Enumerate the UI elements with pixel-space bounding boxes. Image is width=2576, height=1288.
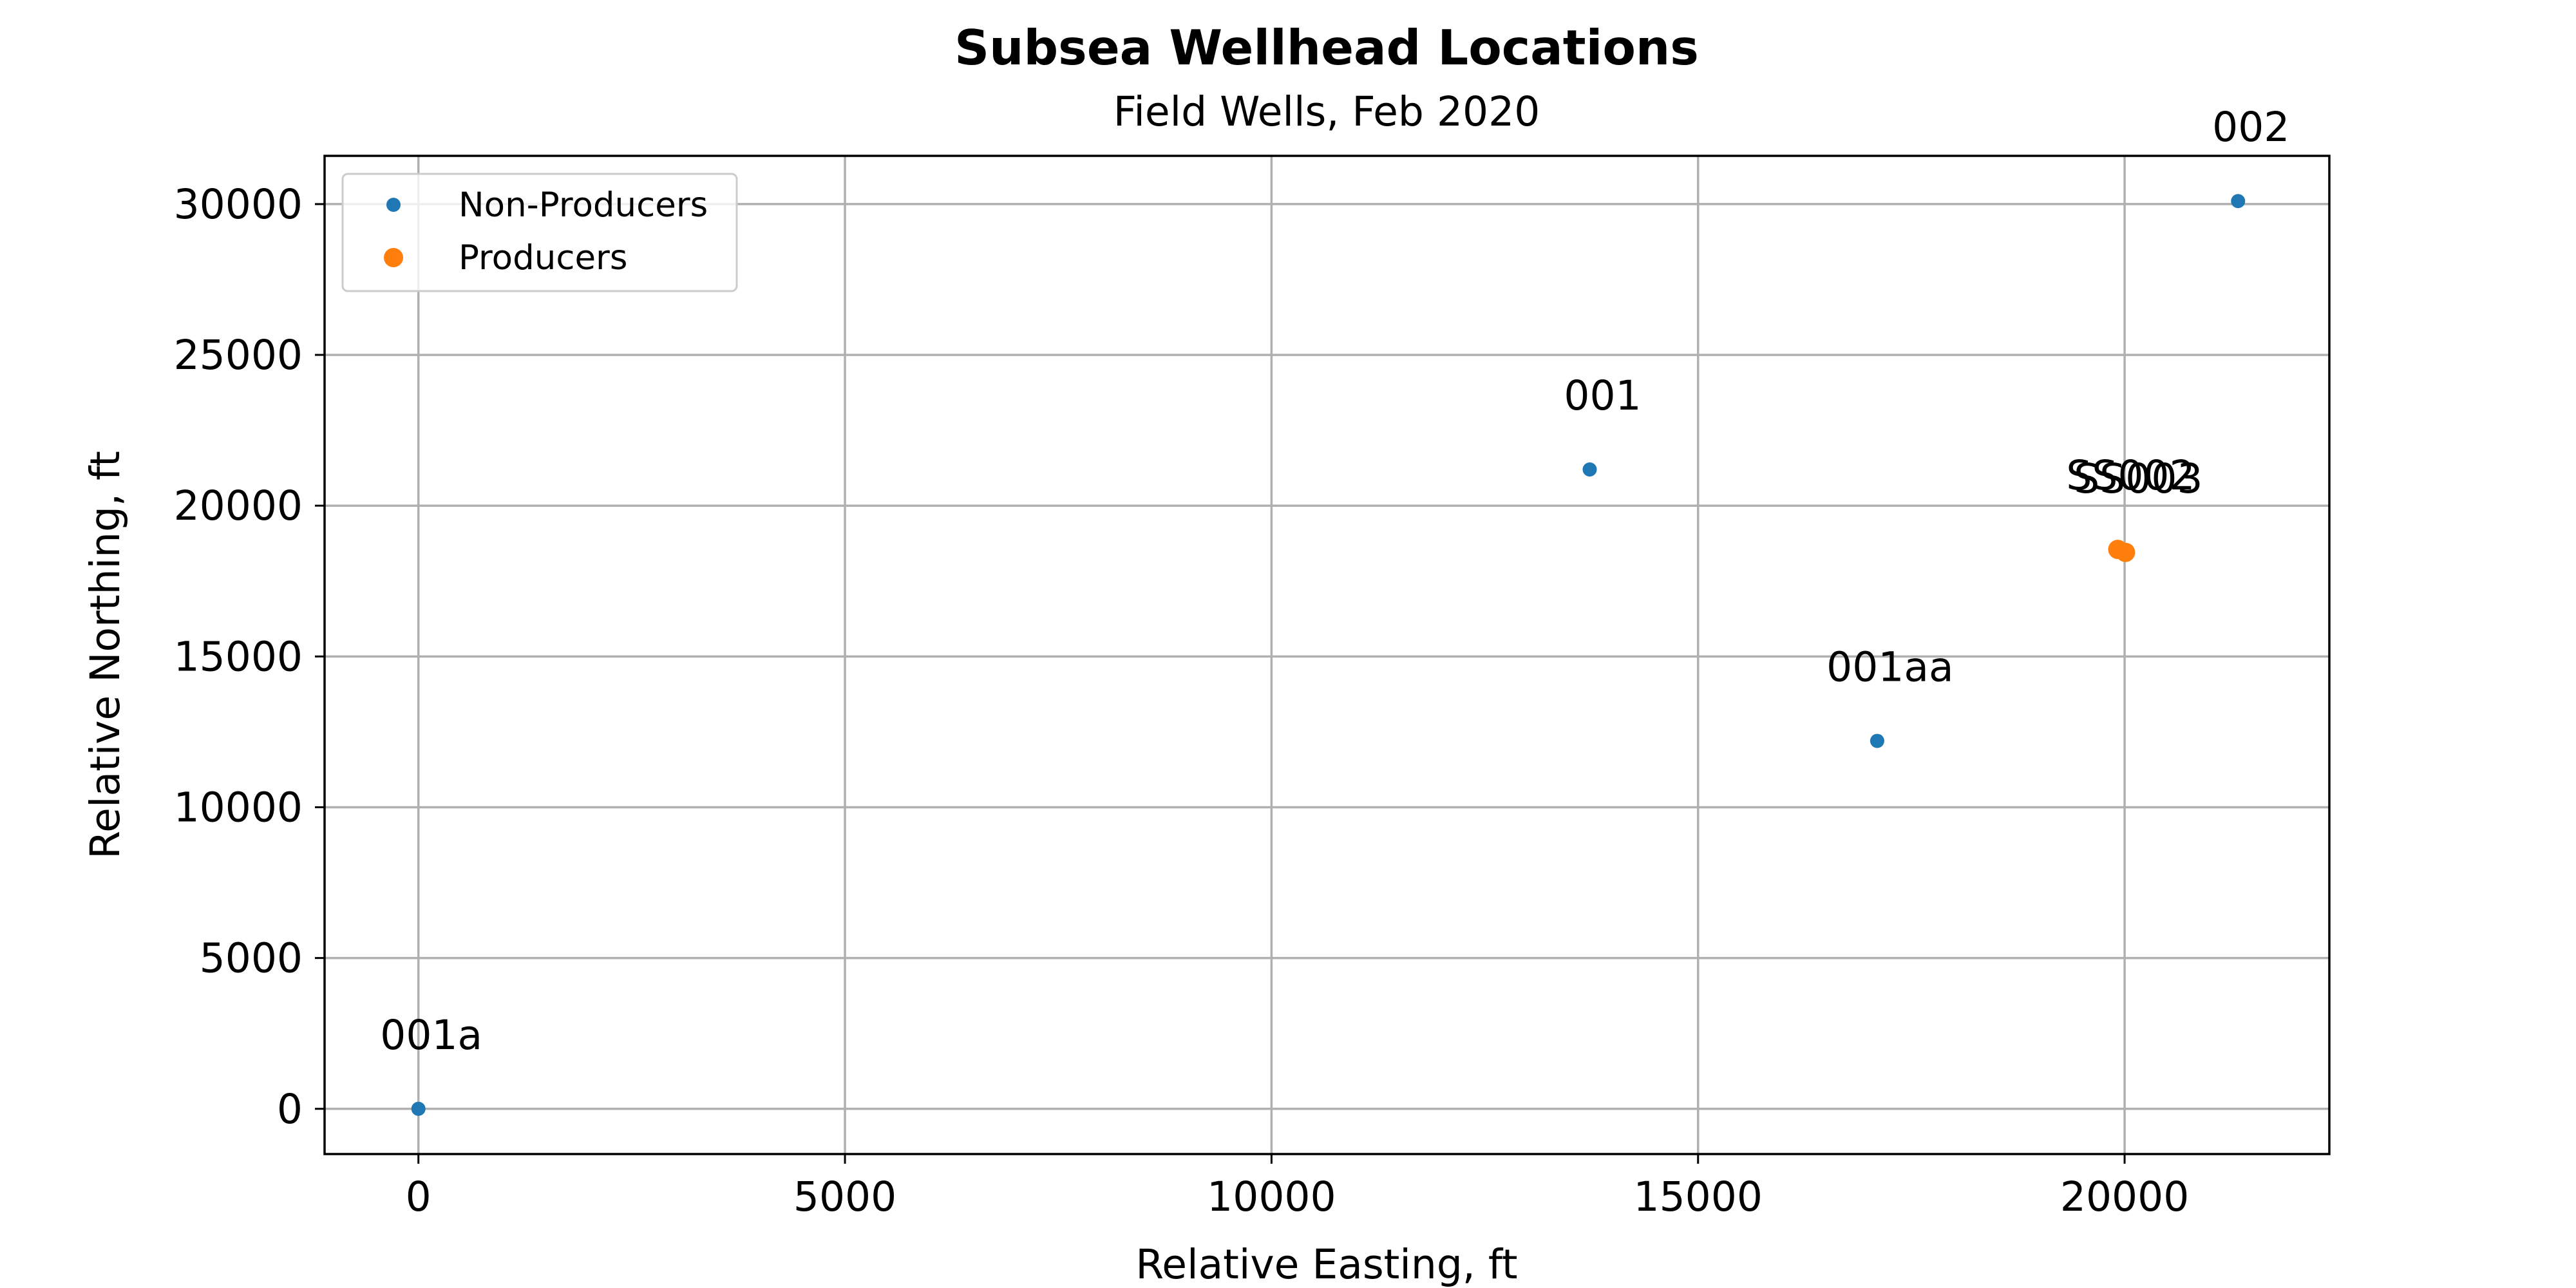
y-tick-label: 20000 [174,482,303,529]
y-tick-label: 0 [277,1086,303,1133]
data-point [1870,734,1884,748]
point-label: 001 [1564,372,1641,419]
x-tick-label: 10000 [1207,1173,1336,1220]
y-tick-label: 5000 [200,935,303,982]
point-label: 002 [2212,104,2289,151]
chart-subtitle: Field Wells, Feb 2020 [1113,88,1540,135]
data-point [2231,194,2246,209]
data-points [411,194,2246,1116]
legend: Non-Producers Producers [341,173,738,292]
data-point [1582,462,1597,477]
point-label: SS002 [2066,452,2195,499]
legend-label-non-producers: Non-Producers [459,185,708,225]
y-tick-label: 15000 [174,633,303,680]
axis-ticks: 0 5000 10000 15000 20000 0 5000 10000 15000 20000… [174,181,2190,1220]
data-point [411,1101,426,1116]
data-point [2116,542,2136,562]
x-tick-label: 15000 [1634,1173,1763,1220]
x-axis-label: Relative Easting, ft [1135,1241,1517,1288]
point-label: SS003 [2074,455,2202,502]
legend-box [341,173,738,292]
point-label: 001a [380,1012,482,1059]
grid [325,156,2329,1154]
point-label: 001aa [1826,643,1953,690]
legend-marker-non-producers [386,198,401,212]
x-tick-label: 0 [406,1173,431,1220]
chart-title: Subsea Wellhead Locations [954,19,1699,76]
plot-background [325,156,2329,1154]
x-tick-label: 5000 [793,1173,896,1220]
y-axis-label: Relative Northing, ft [82,451,129,859]
y-tick-label: 30000 [174,181,303,228]
y-tick-label: 10000 [174,784,303,831]
plot-frame [323,155,2331,1155]
y-tick-label: 25000 [174,332,303,379]
legend-marker-producers [384,248,403,267]
legend-label-producers: Producers [459,238,627,278]
x-tick-label: 20000 [2060,1173,2189,1220]
